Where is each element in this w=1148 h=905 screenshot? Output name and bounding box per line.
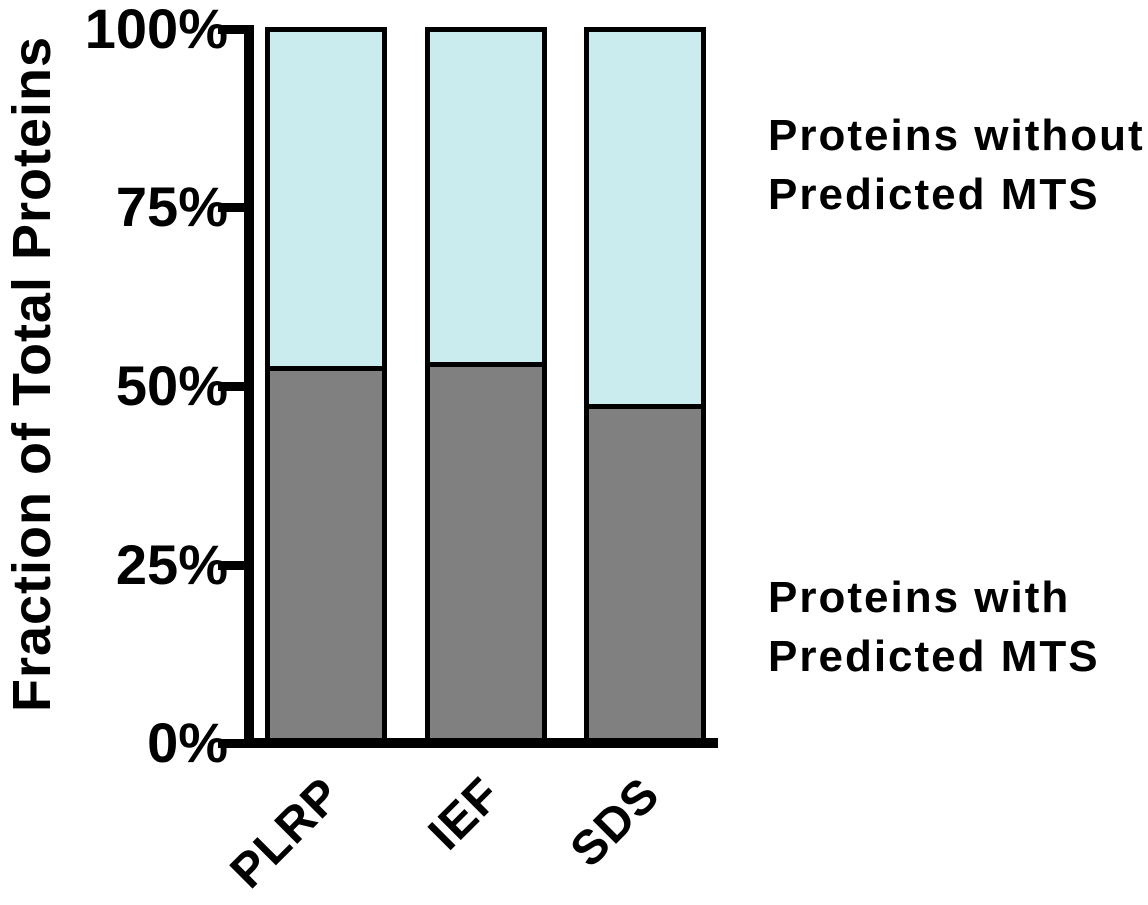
y-tick-label-75: 75%: [115, 175, 228, 238]
x-category-label-plrp: PLRP: [220, 767, 352, 899]
y-tick-mark-0: [218, 739, 245, 748]
bar-plrp: [265, 27, 387, 738]
segment-with-mts-sds: [589, 404, 701, 738]
y-tick-label-50: 50%: [115, 354, 228, 417]
segment-with-mts-plrp: [270, 365, 382, 738]
segment-without-mts-sds: [589, 32, 701, 405]
y-tick-mark-25: [218, 561, 245, 570]
y-tick-label-25: 25%: [115, 533, 228, 596]
y-tick-mark-50: [218, 382, 245, 391]
segment-without-mts-plrp: [270, 32, 382, 366]
annotation-with-mts: Proteins with Predicted MTS: [768, 568, 1100, 686]
segment-without-mts-ief: [430, 32, 542, 363]
annotation-with-line1: Proteins with: [768, 573, 1071, 622]
y-tick-mark-100: [218, 25, 245, 34]
x-category-label-sds: SDS: [560, 767, 671, 878]
annotation-without-mts: Proteins without Predicted MTS: [768, 106, 1145, 224]
annotation-without-line1: Proteins without: [768, 111, 1145, 160]
y-tick-label-100: 100%: [84, 0, 228, 60]
bar-ief: [425, 27, 547, 738]
annotation-with-line2: Predicted MTS: [768, 632, 1100, 681]
annotation-without-line2: Predicted MTS: [768, 170, 1100, 219]
x-axis-line: [244, 738, 718, 748]
x-category-label-ief: IEF: [418, 767, 512, 861]
bar-sds: [584, 27, 706, 738]
segment-with-mts-ief: [430, 362, 542, 738]
y-axis-line: [244, 25, 254, 748]
y-tick-label-0: 0%: [147, 711, 228, 774]
y-tick-mark-75: [218, 203, 245, 212]
